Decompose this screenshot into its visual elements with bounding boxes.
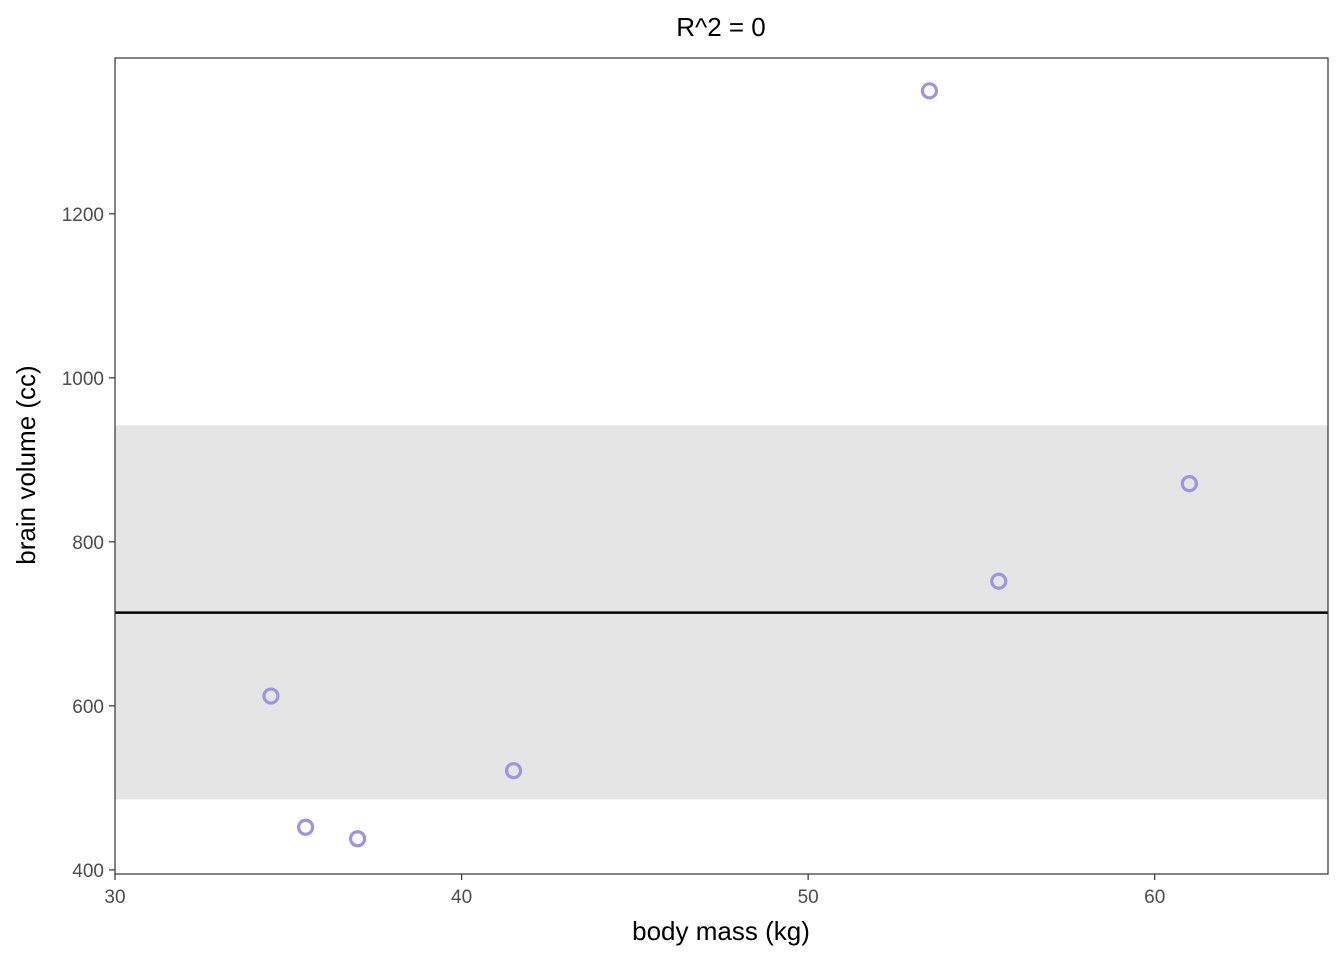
x-axis-label: body mass (kg) (632, 916, 810, 946)
x-tick-label: 60 (1144, 887, 1165, 908)
y-tick-label: 1200 (62, 205, 104, 226)
y-tick-label: 800 (72, 533, 104, 554)
data-point (262, 687, 280, 705)
data-point (990, 572, 1008, 590)
y-axis: 400 600 800 1000 1200 (62, 205, 115, 882)
data-point (920, 82, 939, 100)
y-tick-label: 400 (72, 861, 104, 882)
points-layer (262, 82, 1198, 848)
data-point (504, 762, 523, 780)
data-point (297, 818, 315, 836)
x-tick-label: 40 (451, 887, 472, 908)
chart-title: R^2 = 0 (676, 12, 766, 42)
y-tick-label: 600 (72, 697, 104, 718)
data-point (349, 830, 367, 848)
x-tick-label: 50 (798, 887, 819, 908)
x-axis: 30 40 50 60 (104, 874, 1165, 908)
x-tick-label: 30 (104, 887, 125, 908)
data-point (1180, 475, 1198, 493)
y-axis-label: brain volume (cc) (11, 365, 41, 564)
y-tick-label: 1000 (62, 369, 104, 390)
plot-panel-border (114, 57, 1329, 875)
